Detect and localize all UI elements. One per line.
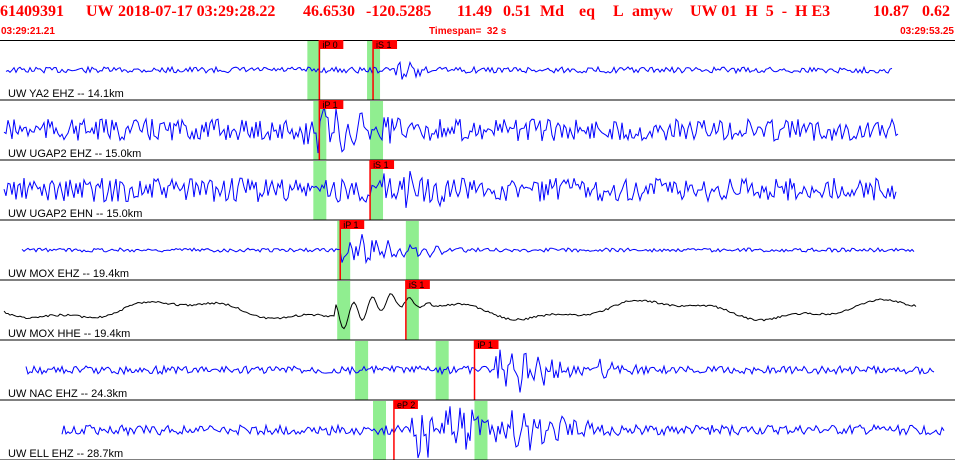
- value-b: 0.62: [922, 3, 950, 20]
- magnitude: 0.51: [503, 3, 531, 20]
- trace-row[interactable]: iP 0 iS 1 UW YA2 EHZ -- 14.1km: [0, 40, 955, 101]
- station-label: UW YA2 EHZ -- 14.1km: [8, 88, 124, 100]
- event-type: eq: [579, 3, 595, 20]
- trace-row[interactable]: iP 1 UW UGAP2 EHZ -- 15.0km: [0, 100, 955, 161]
- phase-pick-label: iP 1: [478, 340, 493, 350]
- pick-window: [370, 101, 384, 160]
- version-info: UW 01 H 5 - H E3: [690, 3, 831, 20]
- waveform: [3, 293, 917, 330]
- phase-pick-label: eP 2: [397, 400, 415, 410]
- phase-pick-flag[interactable]: [474, 340, 499, 349]
- pick-window: [307, 41, 321, 100]
- latitude: 46.6530: [303, 3, 355, 20]
- trace-row[interactable]: iP 1 UW MOX EHZ -- 19.4km: [0, 220, 955, 281]
- phase-pick-flag[interactable]: [319, 40, 344, 49]
- longitude: -120.5285: [366, 3, 432, 20]
- value-a: 10.87: [873, 3, 909, 20]
- station-label: UW MOX HHE -- 19.4km: [8, 328, 130, 340]
- waveform: [3, 170, 897, 208]
- pick-window: [337, 281, 351, 340]
- time-axis-header: 03:29:21.21 Timespan= 32 s 03:29:53.25: [0, 24, 955, 39]
- trace-row[interactable]: iP 1 UW NAC EHZ -- 24.3km: [0, 340, 955, 401]
- waveform: [21, 234, 915, 265]
- trace-row[interactable]: eP 2 UW ELL EHZ -- 28.7km: [0, 400, 955, 460]
- station-label: UW NAC EHZ -- 24.3km: [8, 388, 127, 400]
- author: amyw: [632, 3, 673, 20]
- phase-pick-label: iP 1: [343, 220, 358, 230]
- event-id: 61409391: [0, 3, 64, 20]
- pick-window: [405, 281, 419, 340]
- phase-pick-label: iS 1: [376, 40, 392, 50]
- phase-pick-flag[interactable]: [370, 160, 395, 169]
- waveform: [25, 349, 935, 393]
- waveform: [61, 406, 945, 459]
- station-label: UW MOX EHZ -- 19.4km: [8, 268, 129, 280]
- phase-pick-label: iS 1: [409, 280, 425, 290]
- phase-pick-flag[interactable]: [405, 280, 430, 289]
- station-label: UW ELL EHZ -- 28.7km: [8, 448, 123, 460]
- station-label: UW UGAP2 EHZ -- 15.0km: [8, 148, 141, 160]
- trace-row[interactable]: iS 1 UW UGAP2 EHN -- 15.0km: [0, 160, 955, 221]
- timespan: Timespan= 32 s: [429, 26, 507, 37]
- seismogram-panel[interactable]: iP 0 iS 1 UW YA2 EHZ -- 14.1km iP 1 UW UGAP2…: [0, 40, 955, 460]
- pick-window: [435, 341, 449, 400]
- phase-pick-label: iP 0: [322, 40, 337, 50]
- magnitude-type: Md: [540, 3, 564, 20]
- waveform: [5, 60, 893, 80]
- phase-pick-flag[interactable]: [340, 220, 365, 229]
- phase-pick-label: iP 1: [322, 100, 337, 110]
- phase-pick-label: iS 1: [373, 160, 389, 170]
- end-time: 03:29:53.25: [900, 26, 954, 37]
- pick-window: [370, 161, 384, 220]
- waveform: [3, 107, 899, 154]
- phase-pick-flag[interactable]: [393, 400, 418, 409]
- station-label: UW UGAP2 EHN -- 15.0km: [8, 208, 142, 220]
- network-code: UW: [86, 3, 114, 20]
- depth: 11.49: [457, 3, 493, 20]
- phase-pick-flag[interactable]: [373, 40, 398, 49]
- origin-datetime: 2018-07-17 03:29:28.22: [118, 3, 276, 20]
- phase-pick-flag[interactable]: [319, 100, 344, 109]
- pick-window: [405, 221, 419, 280]
- event-summary-header: 61409391 UW 2018-07-17 03:29:28.22 46.65…: [0, 0, 955, 24]
- start-time: 03:29:21.21: [1, 26, 55, 37]
- location-flag: L: [613, 3, 624, 20]
- trace-row[interactable]: iS 1 UW MOX HHE -- 19.4km: [0, 280, 955, 341]
